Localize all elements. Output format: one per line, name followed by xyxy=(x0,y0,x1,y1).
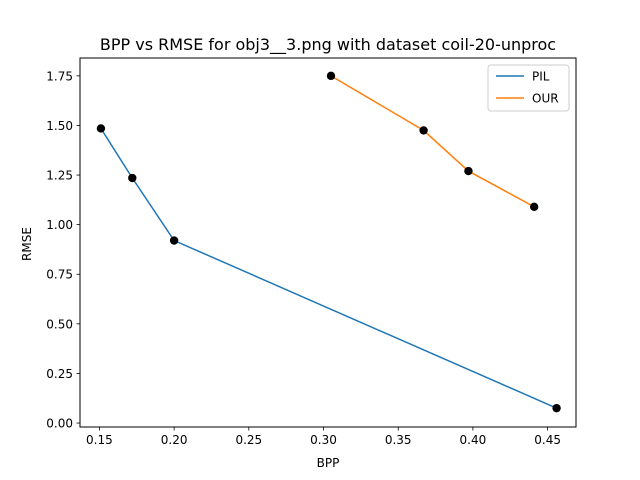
data-point-pil xyxy=(128,173,137,183)
data-point-our xyxy=(419,126,428,135)
series-line-pil xyxy=(100,128,557,409)
data-point-pil xyxy=(169,236,179,245)
plot-area xyxy=(96,71,561,413)
data-point-our xyxy=(529,202,539,211)
x-tick-label: 0.45 xyxy=(534,433,561,447)
data-point-our xyxy=(464,166,473,176)
x-axis-label: BPP xyxy=(317,456,340,470)
x-tick-label: 0.15 xyxy=(86,433,113,447)
chart-title: BPP vs RMSE for obj3__3.png with dataset… xyxy=(100,35,556,55)
x-tick-label: 0.25 xyxy=(235,433,262,447)
x-tick-label: 0.35 xyxy=(385,433,412,447)
y-tick-label: 1.25 xyxy=(46,169,73,183)
x-tick-label: 0.30 xyxy=(310,433,337,447)
y-tick-label: 1.00 xyxy=(46,218,73,232)
x-tick-label: 0.40 xyxy=(460,433,487,447)
y-tick-label: 0.50 xyxy=(46,317,73,331)
y-tick-label: 1.75 xyxy=(46,69,73,83)
axes-frame xyxy=(79,57,577,428)
y-axis-label: RMSE xyxy=(20,227,34,261)
series-line-our xyxy=(330,75,535,208)
legend-label-our: OUR xyxy=(532,92,559,106)
y-tick-label: 1.50 xyxy=(46,119,73,133)
legend: PIL OUR xyxy=(487,64,570,112)
y-axis: 0.00 0.25 0.50 0.75 1.00 1.25 1.50 1.75 xyxy=(46,69,80,431)
legend-label-pil: PIL xyxy=(532,70,550,84)
data-point-pil xyxy=(96,124,106,133)
y-tick-label: 0.00 xyxy=(46,417,73,431)
y-tick-label: 0.25 xyxy=(46,367,73,381)
x-axis: 0.15 0.20 0.25 0.30 0.35 0.40 0.45 xyxy=(86,427,561,447)
y-tick-label: 0.75 xyxy=(46,268,73,282)
data-point-our xyxy=(326,71,336,81)
x-tick-label: 0.20 xyxy=(161,433,188,447)
data-point-pil xyxy=(552,403,561,413)
